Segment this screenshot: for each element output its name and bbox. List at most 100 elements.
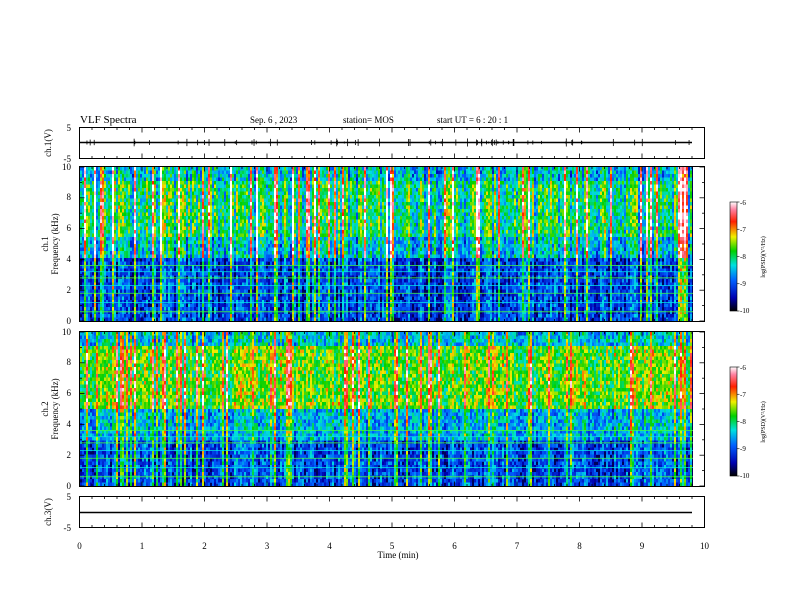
spectrogram-cell [188,195,190,199]
spectrogram-cell [112,289,114,294]
spectrogram-cell [266,181,268,185]
spectrogram-cell [132,289,134,294]
spectrogram-cell [104,167,106,171]
spectrogram-cell [236,209,238,213]
spectrogram-cell [124,244,126,248]
spectrogram-cell [140,296,142,301]
spectrogram-cell [90,244,92,248]
spectrogram-cell [268,202,270,206]
spectrogram-cell [112,258,114,262]
spectrogram-cell [278,223,280,227]
spectrogram-cell [176,184,178,189]
spectrogram-cell [200,296,202,301]
spectrogram-cell [284,226,286,231]
spectrogram-cell [206,268,208,273]
spectrogram-cell [246,212,248,217]
spectrogram-cell [260,296,262,301]
spectrogram-cell [238,286,240,290]
spectrogram-cell [148,174,150,178]
spectrogram-cell [266,177,268,182]
spectrogram-cell [214,174,216,178]
spectrogram-cell [226,202,228,206]
spectrogram-cell [186,300,188,304]
spectrogram-cell [142,174,144,178]
spectrogram-cell [110,184,112,189]
spectrogram-cell [120,286,122,290]
spectrogram-cell [144,300,146,304]
ch1-spectrogram-heatmap [80,167,694,322]
spectrogram-cell [302,209,304,213]
spectrogram-cell [224,202,226,206]
spectrogram-cell [278,237,280,241]
spectrogram-cell [168,300,170,304]
spectrogram-cell [230,275,232,280]
spectrogram-cell [182,244,184,248]
spectrogram-cell [132,310,134,315]
spectrogram-cell [282,223,284,227]
spectrogram-cell [304,181,306,185]
spectrogram-cell [152,317,154,322]
spectrogram-cell [282,167,284,171]
spectrogram-cell [256,258,258,262]
spectrogram-cell [282,195,284,199]
spectrogram-cell [230,188,232,192]
spectrogram-cell [248,209,250,213]
spectrogram-cell [202,293,204,297]
spectrogram-cell [150,177,152,182]
spectrogram-cell [294,293,296,297]
spectrogram-cell [176,296,178,301]
spectrogram-cell [278,275,280,280]
spectrogram-cell [298,177,300,182]
spectrogram-cell [148,167,150,171]
spectrogram-cell [168,275,170,280]
spectrogram-cell [88,247,90,252]
spectrogram-cell [210,209,212,213]
spectrogram-cell [250,314,252,318]
spectrogram-cell [292,303,294,308]
spectrogram-cell [226,258,228,262]
spectrogram-cell [102,314,104,318]
spectrogram-cell [296,174,298,178]
spectrogram-cell [238,177,240,182]
spectrogram-cell [82,293,84,297]
spectrogram-cell [190,244,192,248]
spectrogram-cell [262,174,264,178]
spectrogram-cell [232,286,234,290]
spectrogram-cell [292,177,294,182]
spectrogram-cell [130,226,132,231]
spectrogram-cell [160,195,162,199]
spectrogram-cell [290,167,292,171]
spectrogram-cell [92,226,94,231]
spectrogram-cell [178,300,180,304]
spectrogram-cell [160,282,162,287]
spectrogram-cell [162,293,164,297]
spectrogram-cell [240,282,242,287]
spectrogram-cell [136,167,138,171]
spectrogram-cell [220,258,222,262]
spectrogram-cell [80,174,82,178]
spectrogram-cell [222,258,224,262]
spectrogram-cell [288,212,290,217]
spectrogram-cell [112,261,114,266]
spectrogram-cell [208,226,210,231]
spectrogram-cell [208,265,210,269]
spectrogram-cell [222,202,224,206]
spectrogram-cell [168,184,170,189]
spectrogram-cell [240,300,242,304]
spectrogram-cell [154,289,156,294]
spectrogram-cell [90,184,92,189]
spectrogram-cell [146,198,148,203]
spectrogram-cell [298,272,300,276]
spectrogram-cell [90,170,92,175]
spectrogram-cell [304,265,306,269]
spectrogram-cell [250,188,252,192]
spectrogram-cell [174,226,176,231]
spectrogram-cell [114,209,116,213]
spectrogram-cell [304,167,306,171]
spectrogram-cell [208,286,210,290]
spectrogram-cell [226,251,228,255]
spectrogram-cell [236,279,238,283]
spectrogram-cell [306,167,308,171]
spectrogram-cell [140,268,142,273]
spectrogram-cell [86,247,88,252]
